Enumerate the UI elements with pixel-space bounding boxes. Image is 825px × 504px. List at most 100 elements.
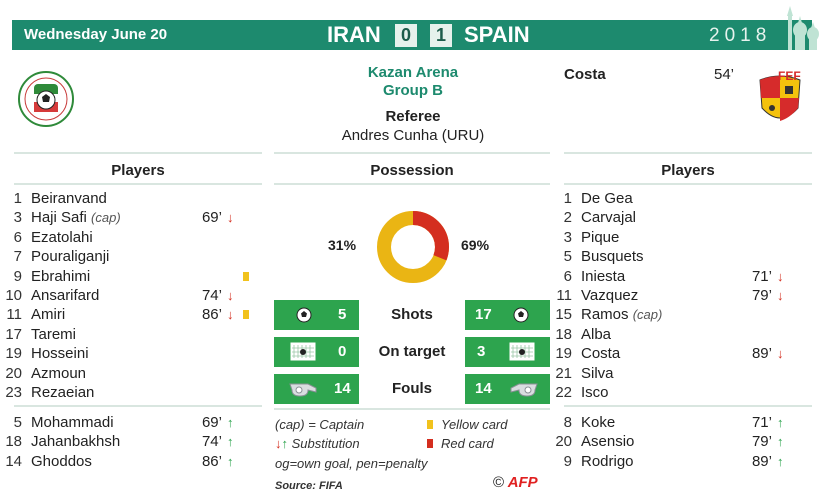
iran-subs-list: 5 Mohammadi 69’ ↑ 18 Jahanbakhsh 74’ ↑ 14 Ghoddos… bbox=[4, 413, 254, 471]
player-name-cell: Asensio bbox=[581, 432, 634, 451]
player-name-cell: Koke bbox=[581, 413, 615, 432]
player-row: 18 Alba bbox=[554, 325, 804, 344]
captain-marker: (cap) bbox=[632, 307, 663, 323]
stadium-name: Kazan Arena bbox=[367, 64, 459, 81]
player-row: 8 Koke 71’ ↑ bbox=[554, 413, 804, 432]
svg-text:FEF: FEF bbox=[778, 69, 801, 83]
player-row: 3 Pique bbox=[554, 228, 804, 247]
player-row: 21 Silva bbox=[554, 364, 804, 383]
stat-row-fouls: 14 Fouls 14 bbox=[274, 374, 550, 404]
shots-a: 5 bbox=[338, 306, 347, 323]
player-name-cell: Alba bbox=[581, 325, 611, 344]
legend-red: Red card bbox=[441, 436, 494, 451]
score-b: 1 bbox=[430, 24, 452, 47]
player-name-cell: Rezaeian bbox=[31, 383, 94, 402]
player-number: 9 bbox=[13, 267, 22, 285]
player-name: Costa bbox=[581, 345, 621, 363]
match-date: Wednesday June 20 bbox=[24, 26, 168, 43]
player-name-cell: Amiri bbox=[31, 305, 65, 324]
stat-label-shots: Shots bbox=[391, 306, 433, 323]
player-row: 20 Asensio 79’ ↑ bbox=[554, 432, 804, 451]
sub-off-icon: ↓ bbox=[227, 307, 234, 323]
sub-minute: 89’ bbox=[751, 452, 772, 470]
player-row: 1 De Gea bbox=[554, 189, 804, 208]
player-name: Vazquez bbox=[581, 286, 639, 304]
player-name: Iniesta bbox=[581, 267, 626, 285]
player-row: 15 Ramos (cap) bbox=[554, 305, 804, 324]
player-row: 9 Ebrahimi bbox=[4, 267, 254, 286]
source-note: Source: FIFA bbox=[275, 480, 343, 492]
player-number: 19 bbox=[5, 345, 22, 363]
player-number: 22 bbox=[555, 383, 572, 401]
player-name: Beiranvand bbox=[31, 190, 107, 207]
player-name-cell: Rodrigo bbox=[581, 452, 634, 471]
iran-starting-list: 1 Beiranvand 3 Haji Safi (cap) 69’ ↓ 6 Ezatolah… bbox=[4, 189, 254, 402]
player-name-cell: Haji Safi (cap) bbox=[31, 208, 121, 227]
player-row: 23 Rezaeian bbox=[4, 383, 254, 402]
player-name: Silva bbox=[581, 364, 614, 382]
kremlin-icon bbox=[787, 6, 819, 50]
player-name: Busquets bbox=[581, 248, 644, 266]
whistle-icon bbox=[289, 383, 317, 397]
yellow-card-icon bbox=[427, 420, 433, 429]
divider bbox=[274, 183, 550, 185]
referee-info: Andres Cunha (URU) bbox=[300, 127, 526, 144]
goal-icon bbox=[509, 342, 535, 361]
player-name: Taremi bbox=[31, 325, 77, 343]
sub-off-icon: ↓ bbox=[227, 287, 234, 303]
divider bbox=[564, 183, 812, 185]
player-name: Ebrahimi bbox=[31, 267, 91, 285]
legend-yellow: Yellow card bbox=[441, 417, 508, 432]
possession-b-pct: 69% bbox=[461, 237, 490, 253]
sub-on-icon: ↑ bbox=[777, 415, 784, 430]
sub-on-icon: ↑ bbox=[777, 453, 784, 469]
player-name: Ezatolahi bbox=[31, 228, 93, 246]
player-name-cell: Iniesta bbox=[581, 267, 625, 286]
player-number: 1 bbox=[13, 190, 22, 207]
player-name: De Gea bbox=[581, 190, 633, 207]
player-row: 11 Amiri 86’ ↓ bbox=[4, 305, 254, 324]
sub-minute: 69’ bbox=[201, 414, 222, 431]
player-number: 7 bbox=[13, 248, 22, 266]
iran-federation-logo bbox=[18, 71, 74, 127]
player-name: Koke bbox=[581, 414, 616, 431]
player-name: Haji Safi bbox=[31, 209, 87, 227]
player-number: 3 bbox=[13, 209, 22, 227]
player-number: 20 bbox=[555, 433, 572, 451]
score-a: 0 bbox=[395, 24, 417, 47]
referee-name: Andres Cunha bbox=[341, 127, 438, 144]
soccer-ball-icon bbox=[296, 307, 312, 323]
fouls-b: 14 bbox=[475, 380, 492, 397]
player-number: 14 bbox=[5, 452, 22, 470]
player-row: 5 Mohammadi 69’ ↑ bbox=[4, 413, 254, 432]
afp-logo: AFP bbox=[507, 474, 538, 491]
sub-minute: 74’ bbox=[201, 433, 222, 451]
player-row: 17 Taremi bbox=[4, 325, 254, 344]
on-target-b: 3 bbox=[477, 343, 486, 360]
player-name-cell: Mohammadi bbox=[31, 413, 114, 432]
player-name-cell: Azmoun bbox=[31, 364, 86, 383]
player-number: 6 bbox=[13, 228, 22, 246]
divider bbox=[274, 152, 550, 154]
possession-donut bbox=[377, 211, 449, 283]
player-name-cell: Taremi bbox=[31, 325, 76, 344]
player-name: Mohammadi bbox=[31, 414, 114, 431]
player-name-cell: Carvajal bbox=[581, 208, 636, 227]
divider bbox=[14, 152, 262, 154]
scorer-minute: 54’ bbox=[714, 66, 735, 83]
referee-country: (URU) bbox=[441, 127, 485, 144]
goal-icon bbox=[290, 342, 316, 361]
player-number: 21 bbox=[555, 364, 572, 382]
player-row: 2 Carvajal bbox=[554, 208, 804, 227]
group-name: Group B bbox=[383, 82, 443, 99]
player-number: 1 bbox=[563, 190, 572, 207]
player-name-cell: Ebrahimi bbox=[31, 267, 90, 286]
player-name-cell: Ramos (cap) bbox=[581, 305, 662, 324]
red-card-icon bbox=[427, 439, 433, 448]
spain-federation-logo: FEF bbox=[759, 69, 801, 121]
sub-off-icon: ↓ bbox=[777, 346, 784, 362]
players-a-heading: Players bbox=[111, 162, 165, 179]
player-number: 18 bbox=[555, 325, 572, 343]
sub-minute: 89’ bbox=[751, 345, 772, 363]
spain-subs-list: 8 Koke 71’ ↑ 20 Asensio 79’ ↑ 9 Rodrigo 89’ ↑ bbox=[554, 413, 804, 471]
